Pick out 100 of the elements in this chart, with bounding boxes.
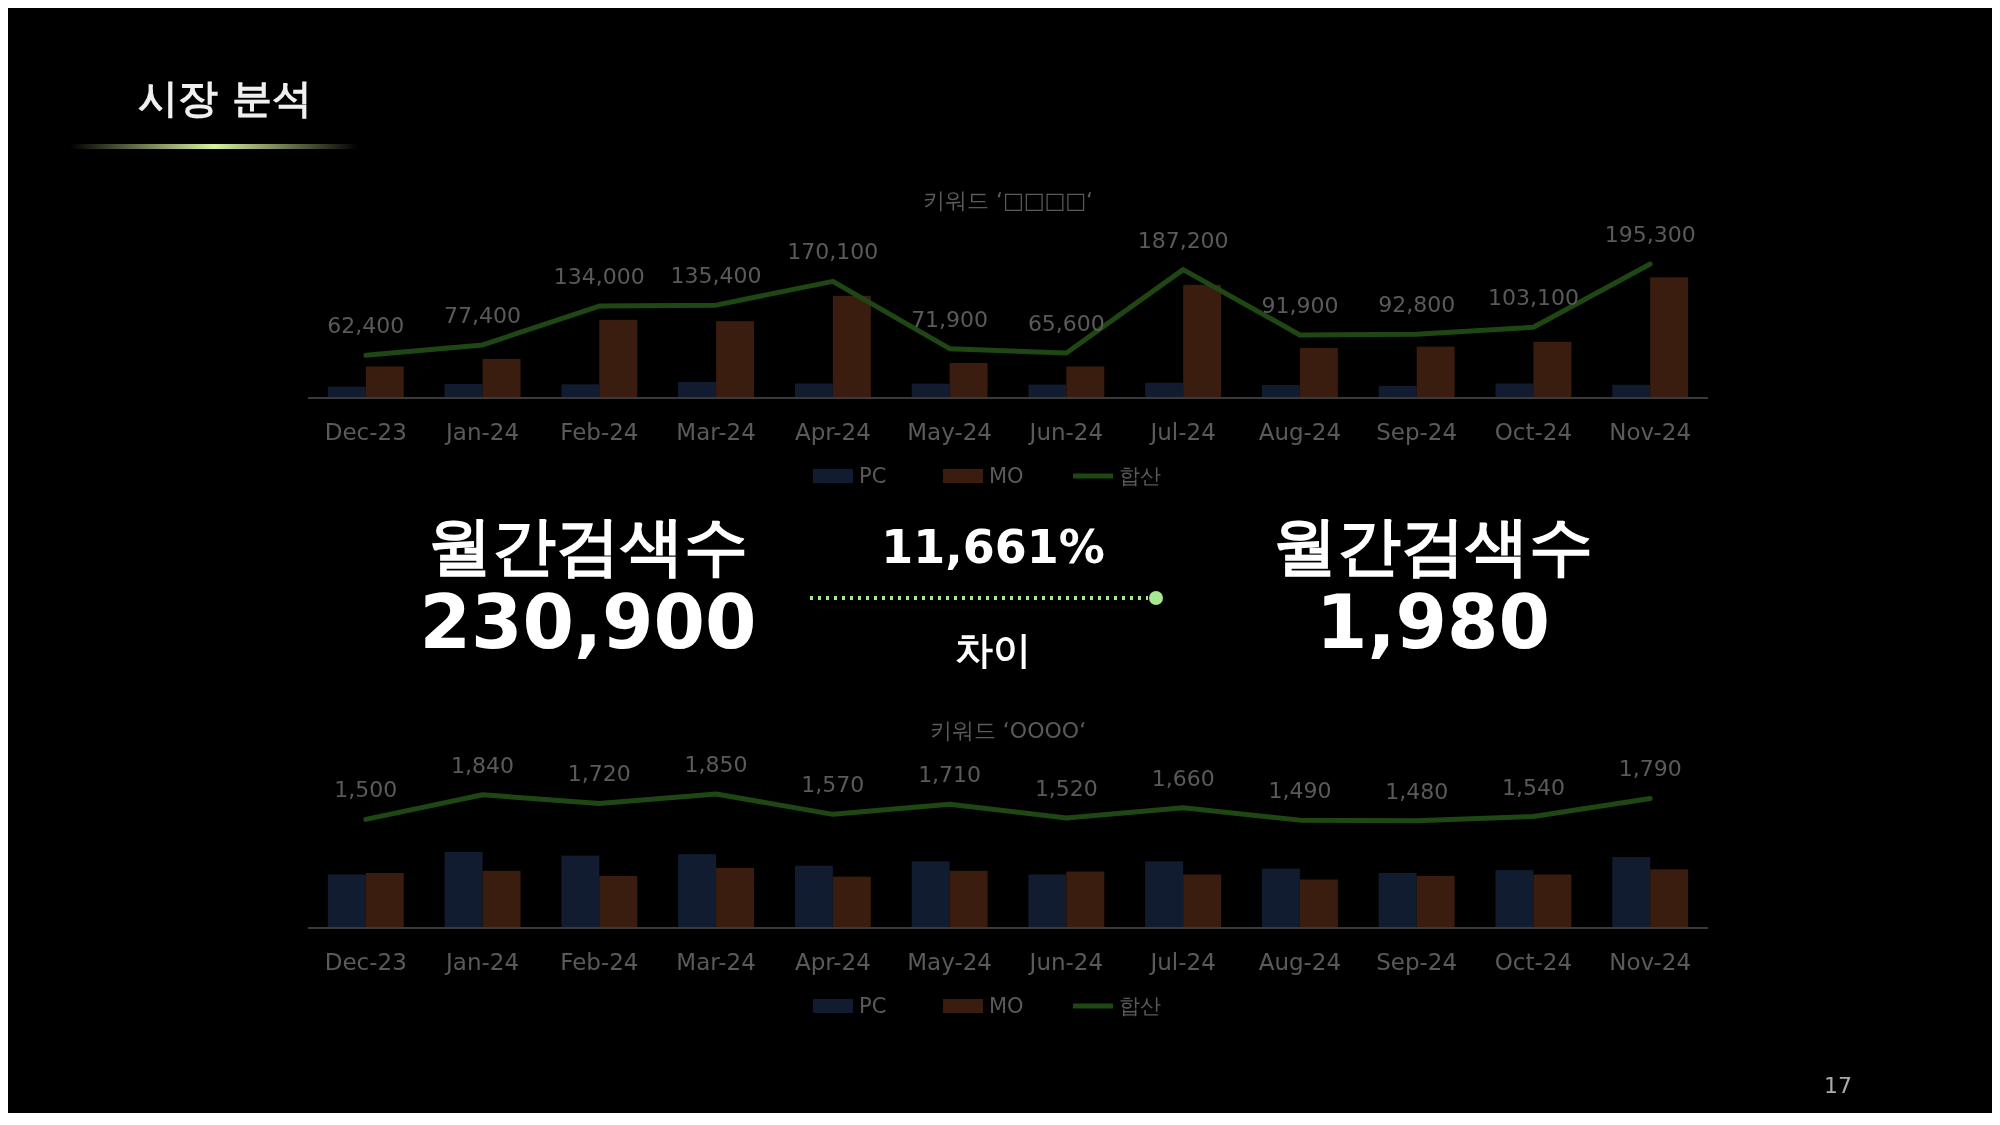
x-tick-label: Jul-24 bbox=[1148, 949, 1216, 975]
x-tick-label: Jan-24 bbox=[444, 419, 520, 445]
bar bbox=[1028, 874, 1067, 928]
x-tick-label: Nov-24 bbox=[1609, 949, 1692, 975]
bar bbox=[1495, 870, 1534, 928]
legend-label: MO bbox=[989, 994, 1024, 1018]
bar bbox=[1183, 874, 1222, 928]
data-label: 134,000 bbox=[553, 264, 645, 290]
data-label: 1,660 bbox=[1151, 765, 1215, 791]
text: 시장 분석 bbox=[138, 75, 312, 121]
data-label: 135,400 bbox=[670, 263, 762, 289]
bar bbox=[482, 358, 521, 398]
bar bbox=[794, 383, 833, 398]
data-label: 195,300 bbox=[1604, 222, 1696, 248]
bar bbox=[832, 295, 871, 398]
bar bbox=[1495, 383, 1534, 398]
data-label: 92,800 bbox=[1378, 292, 1456, 318]
bar bbox=[1650, 277, 1689, 398]
x-tick-label: Apr-24 bbox=[794, 419, 871, 445]
bar bbox=[365, 872, 404, 928]
bar bbox=[716, 867, 755, 928]
data-label: 62,400 bbox=[327, 313, 405, 339]
data-label: 103,100 bbox=[1487, 285, 1579, 311]
data-label: 1,490 bbox=[1268, 778, 1332, 804]
bar bbox=[599, 319, 638, 398]
data-label: 1,710 bbox=[918, 762, 982, 788]
bar bbox=[1183, 284, 1222, 398]
bar bbox=[911, 383, 950, 398]
x-tick-label: Aug-24 bbox=[1258, 949, 1342, 975]
x-tick-label: Jun-24 bbox=[1027, 419, 1104, 445]
bar bbox=[1612, 384, 1651, 398]
data-label: 1,520 bbox=[1034, 775, 1098, 801]
bar bbox=[832, 876, 871, 928]
bar bbox=[482, 870, 521, 928]
legend-label: PC bbox=[859, 464, 887, 488]
x-tick-label: Jan-24 bbox=[444, 949, 520, 975]
bar bbox=[561, 855, 600, 928]
bar bbox=[1299, 347, 1338, 398]
data-label: 1,540 bbox=[1501, 774, 1565, 800]
bar bbox=[1533, 874, 1572, 928]
bar bbox=[1378, 872, 1417, 928]
bar bbox=[1145, 861, 1184, 928]
bar bbox=[561, 384, 600, 398]
bar bbox=[678, 854, 717, 928]
bar bbox=[716, 321, 755, 398]
x-tick-label: Aug-24 bbox=[1258, 419, 1342, 445]
x-tick-label: May-24 bbox=[907, 419, 992, 445]
bar bbox=[1533, 341, 1572, 398]
bar bbox=[1261, 868, 1300, 928]
x-tick-label: Dec-23 bbox=[324, 949, 407, 975]
data-label: 1,480 bbox=[1385, 778, 1449, 804]
bar bbox=[1416, 346, 1455, 398]
bar bbox=[1650, 869, 1689, 928]
legend-label: 합산 bbox=[1119, 994, 1161, 1018]
data-label: 1,720 bbox=[567, 761, 631, 787]
legend-label: 합산 bbox=[1119, 464, 1161, 488]
x-tick-label: Dec-23 bbox=[324, 419, 407, 445]
x-tick-label: Sep-24 bbox=[1376, 419, 1458, 445]
bar bbox=[678, 381, 717, 398]
chart-title: 키워드 ‘OOOO‘ bbox=[929, 718, 1087, 743]
bar bbox=[365, 366, 404, 398]
bar bbox=[911, 861, 950, 928]
bar bbox=[1261, 385, 1300, 398]
x-tick-label: Apr-24 bbox=[794, 949, 871, 975]
legend-label: PC bbox=[859, 994, 887, 1018]
data-label: 1,790 bbox=[1618, 756, 1682, 782]
data-label: 187,200 bbox=[1137, 227, 1229, 253]
x-tick-label: Sep-24 bbox=[1376, 949, 1458, 975]
text: 차이 bbox=[955, 628, 1031, 672]
x-tick-label: Mar-24 bbox=[676, 949, 756, 975]
chart-title: 키워드 ‘□□□□‘ bbox=[922, 188, 1094, 213]
bar bbox=[444, 384, 483, 398]
bar bbox=[949, 363, 988, 398]
data-label: 1,840 bbox=[451, 752, 515, 778]
text: 11,661% bbox=[881, 520, 1105, 574]
x-tick-label: Feb-24 bbox=[560, 949, 639, 975]
x-tick-label: Mar-24 bbox=[676, 419, 756, 445]
bar bbox=[1066, 366, 1105, 398]
data-label: 1,850 bbox=[684, 752, 748, 778]
bar bbox=[327, 874, 366, 928]
bar bbox=[794, 865, 833, 928]
bar bbox=[1378, 385, 1417, 398]
bar bbox=[1145, 382, 1184, 398]
bar bbox=[1416, 875, 1455, 928]
data-label: 1,500 bbox=[334, 777, 398, 803]
data-label: 91,900 bbox=[1261, 292, 1339, 318]
data-label: 65,600 bbox=[1027, 311, 1105, 337]
data-label: 77,400 bbox=[444, 302, 522, 328]
legend-label: MO bbox=[989, 464, 1024, 488]
x-tick-label: Jun-24 bbox=[1027, 949, 1104, 975]
bar bbox=[444, 851, 483, 928]
data-label: 1,570 bbox=[801, 772, 865, 798]
text: 17 bbox=[1824, 1073, 1852, 1098]
x-tick-label: Feb-24 bbox=[560, 419, 639, 445]
data-label: 170,100 bbox=[787, 239, 879, 265]
x-tick-label: Jul-24 bbox=[1148, 419, 1216, 445]
bar bbox=[599, 875, 638, 928]
x-tick-label: Oct-24 bbox=[1494, 949, 1573, 975]
bar bbox=[1299, 879, 1338, 928]
x-tick-label: Nov-24 bbox=[1609, 419, 1692, 445]
